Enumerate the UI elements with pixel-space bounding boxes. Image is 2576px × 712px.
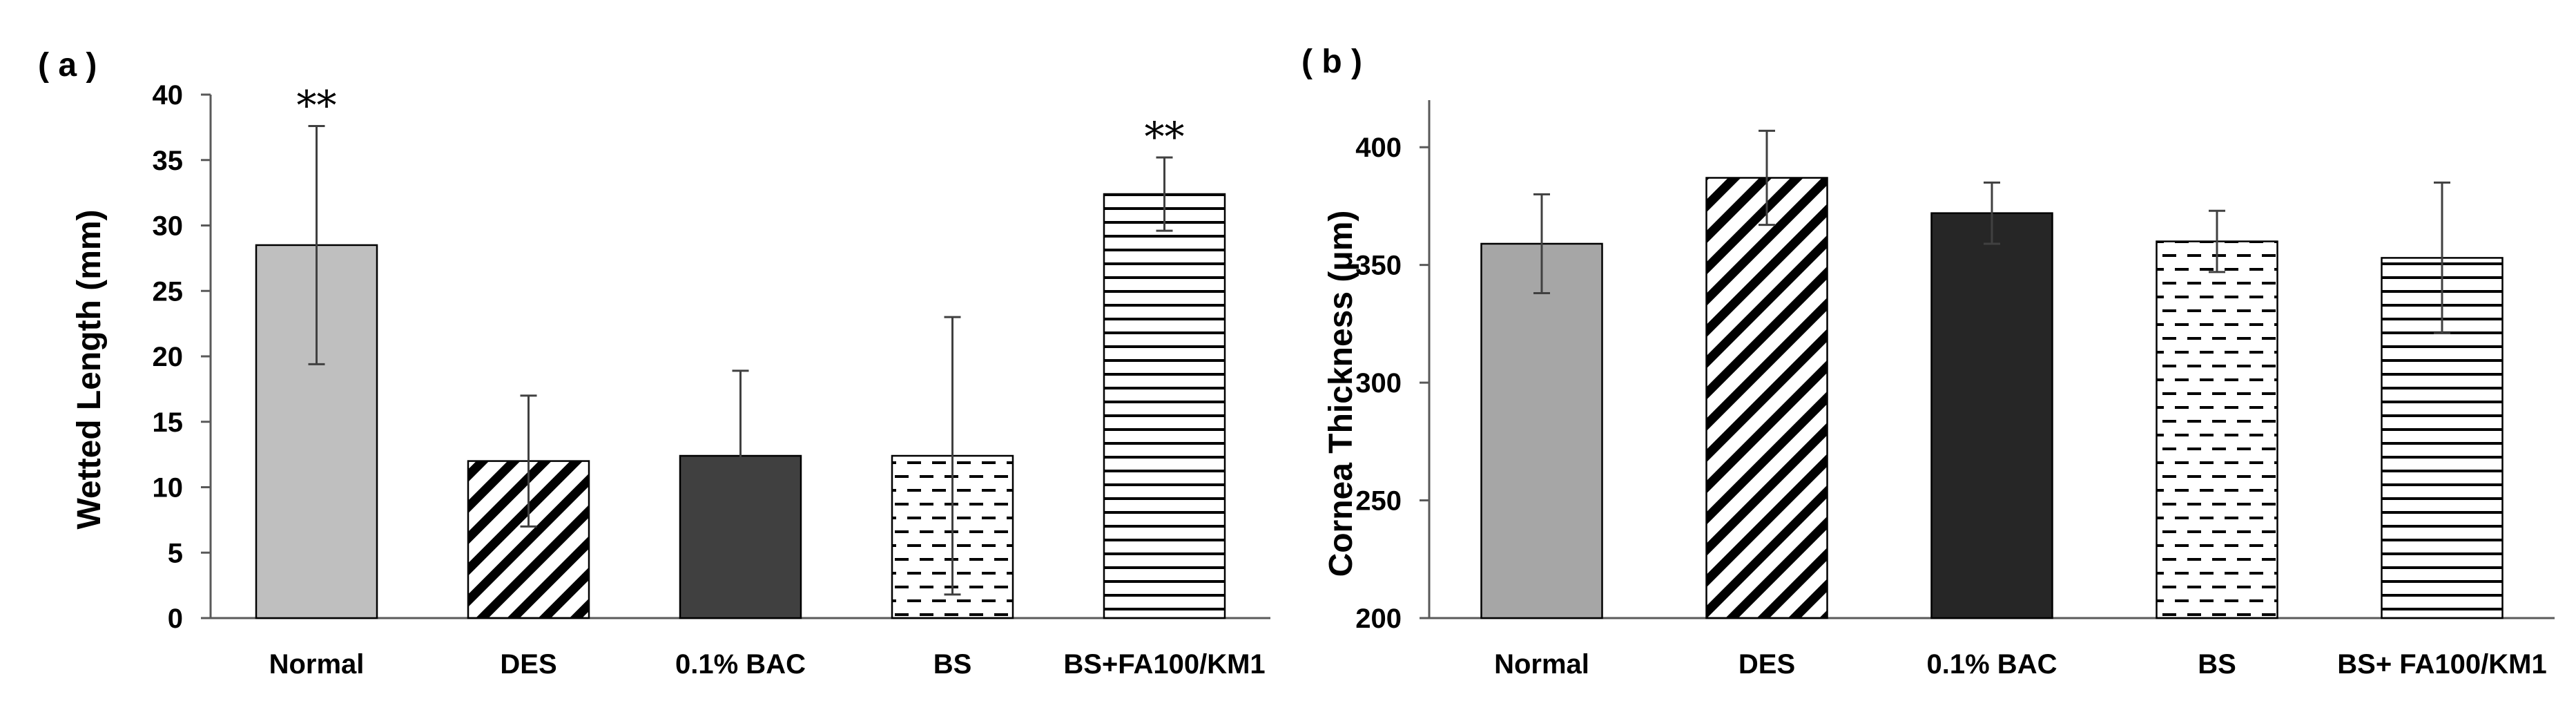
panel-a-error-bar: [520, 394, 537, 528]
panel-b: ( b ) Cornea Thickness (μm) 200 250 300 350…: [1301, 44, 2555, 680]
panel-b-category-label: BS: [2198, 649, 2236, 680]
panel-b-category-label: BS+ FA100/KM1: [2337, 649, 2546, 680]
panel-a-y-tick-label: 5: [168, 538, 183, 568]
panel-b-error-bar: [1533, 193, 1550, 295]
panel-a-error-bar: [308, 124, 325, 365]
panel-a-y-axis-label: Wetted Length (mm): [71, 209, 108, 529]
panel-a: ( a ) Wetted Length (mm) 0 5 10 15 20 25 30 35 4…: [38, 47, 1270, 680]
panel-a-y-tick-label: 25: [153, 276, 184, 307]
panel-a-y-tick-label: 0: [168, 604, 183, 634]
panel-a-bar: [1103, 193, 1226, 619]
panel-b-error-bar: [2434, 181, 2450, 334]
panel-a-y-tick-label: 20: [153, 342, 184, 372]
panel-a-plot: 0 5 10 15 20 25 30 35 40 Normal ** DES 0.1% BAC BS BS+…: [153, 80, 1270, 680]
panel-a-category-label: 0.1% BAC: [675, 649, 806, 680]
panel-b-y-tick-label: 350: [1355, 251, 1402, 281]
panel-a-significance-annotation: **: [297, 81, 337, 128]
panel-b-label: ( b ): [1301, 44, 1362, 80]
panel-a-label: ( a ): [38, 47, 97, 84]
panel-b-y-axis-label: Cornea Thickness (μm): [1323, 211, 1359, 577]
panel-b-error-bar: [2209, 209, 2225, 273]
panel-a-y-tick-label: 30: [153, 211, 184, 242]
panel-b-category-label: DES: [1739, 649, 1795, 680]
panel-b-error-bar: [1984, 181, 2000, 245]
panel-a-y-tick-label: 35: [153, 146, 184, 176]
panel-a-y-tick-label: 15: [153, 407, 184, 438]
panel-a-category-label: Normal: [269, 649, 365, 680]
panel-a-y-tick-label: 10: [153, 473, 184, 503]
panel-a-category-label: DES: [500, 649, 556, 680]
panel-a-error-bar: [944, 316, 961, 596]
panel-a-category-label: BS+FA100/KM1: [1063, 649, 1265, 680]
panel-a-error-bar: [1156, 156, 1173, 232]
panel-b-y-tick-label: 250: [1355, 486, 1402, 517]
panel-b-bar: [1480, 242, 1603, 619]
panel-b-y-tick-label: 200: [1355, 604, 1402, 634]
panel-b-bar: [1705, 177, 1828, 619]
panel-b-error-bar: [1759, 129, 1775, 227]
panel-b-y-tick-label: 400: [1355, 133, 1402, 163]
panel-a-error-bar: [732, 369, 749, 542]
panel-b-category-label: 0.1% BAC: [1927, 649, 2057, 680]
panel-a-category-label: BS: [933, 649, 972, 680]
panel-b-bar: [2156, 240, 2278, 619]
panel-a-y-tick-label: 40: [153, 80, 184, 110]
panel-b-category-label: Normal: [1494, 649, 1589, 680]
panel-b-plot: 200 250 300 350 400 Normal DES 0.1% BAC BS BS+ FA…: [1355, 100, 2555, 680]
panel-b-bar: [1930, 212, 2053, 619]
panel-b-y-tick-label: 300: [1355, 368, 1402, 398]
panel-a-significance-annotation: **: [1145, 113, 1185, 160]
